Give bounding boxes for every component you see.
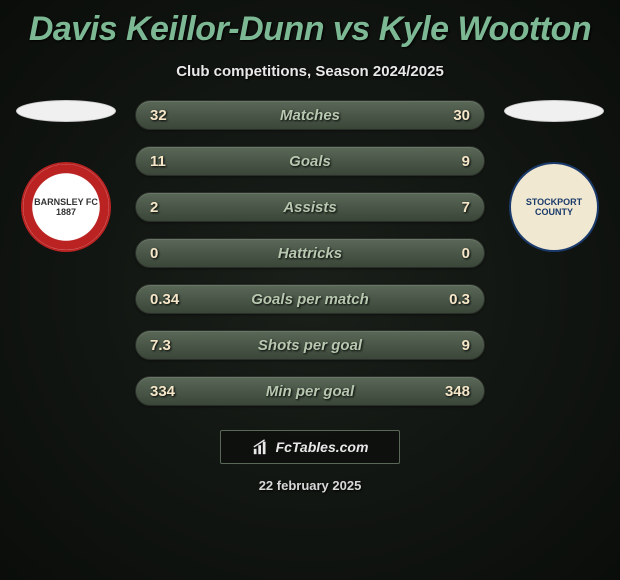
right-player-column: STOCKPORT COUNTY: [499, 100, 609, 252]
stat-row-min-per-goal: 334 Min per goal 348: [135, 376, 485, 406]
comparison-title: Davis Keillor-Dunn vs Kyle Wootton: [0, 0, 620, 49]
stat-row-assists: 2 Assists 7: [135, 192, 485, 222]
stat-label: Goals: [289, 153, 331, 170]
left-flag-icon: [16, 100, 116, 122]
stat-right-value: 9: [430, 153, 470, 170]
stat-row-hattricks: 0 Hattricks 0: [135, 238, 485, 268]
right-club-crest-icon: STOCKPORT COUNTY: [509, 162, 599, 252]
stat-right-value: 0: [430, 245, 470, 262]
stat-label: Hattricks: [278, 245, 342, 262]
stat-left-value: 11: [150, 153, 190, 170]
stat-right-value: 348: [430, 383, 470, 400]
stat-left-value: 2: [150, 199, 190, 216]
stat-right-value: 9: [430, 337, 470, 354]
stat-label: Shots per goal: [258, 337, 362, 354]
season-subtitle: Club competitions, Season 2024/2025: [0, 63, 620, 80]
stat-right-value: 30: [430, 107, 470, 124]
stat-right-value: 7: [430, 199, 470, 216]
right-crest-label: STOCKPORT COUNTY: [511, 197, 597, 217]
stat-row-goals-per-match: 0.34 Goals per match 0.3: [135, 284, 485, 314]
brand-badge: FcTables.com: [220, 430, 400, 464]
stat-row-goals: 11 Goals 9: [135, 146, 485, 176]
stat-label: Goals per match: [251, 291, 369, 308]
stat-label: Matches: [280, 107, 340, 124]
stat-label: Min per goal: [266, 383, 354, 400]
stat-right-value: 0.3: [430, 291, 470, 308]
brand-text: FcTables.com: [276, 439, 369, 455]
right-flag-icon: [504, 100, 604, 122]
footer-date: 22 february 2025: [0, 478, 620, 493]
stats-list: 32 Matches 30 11 Goals 9 2 Assists 7 0 H…: [135, 100, 485, 406]
stat-left-value: 0.34: [150, 291, 190, 308]
left-player-column: BARNSLEY FC 1887: [11, 100, 121, 252]
stat-label: Assists: [283, 199, 336, 216]
stat-left-value: 7.3: [150, 337, 190, 354]
stat-row-matches: 32 Matches 30: [135, 100, 485, 130]
stat-row-shots-per-goal: 7.3 Shots per goal 9: [135, 330, 485, 360]
left-club-crest-icon: BARNSLEY FC 1887: [21, 162, 111, 252]
comparison-panel: BARNSLEY FC 1887 32 Matches 30 11 Goals …: [0, 100, 620, 406]
stat-left-value: 334: [150, 383, 190, 400]
chart-icon: [252, 438, 270, 456]
left-crest-label: BARNSLEY FC 1887: [23, 197, 109, 217]
stat-left-value: 32: [150, 107, 190, 124]
stat-left-value: 0: [150, 245, 190, 262]
